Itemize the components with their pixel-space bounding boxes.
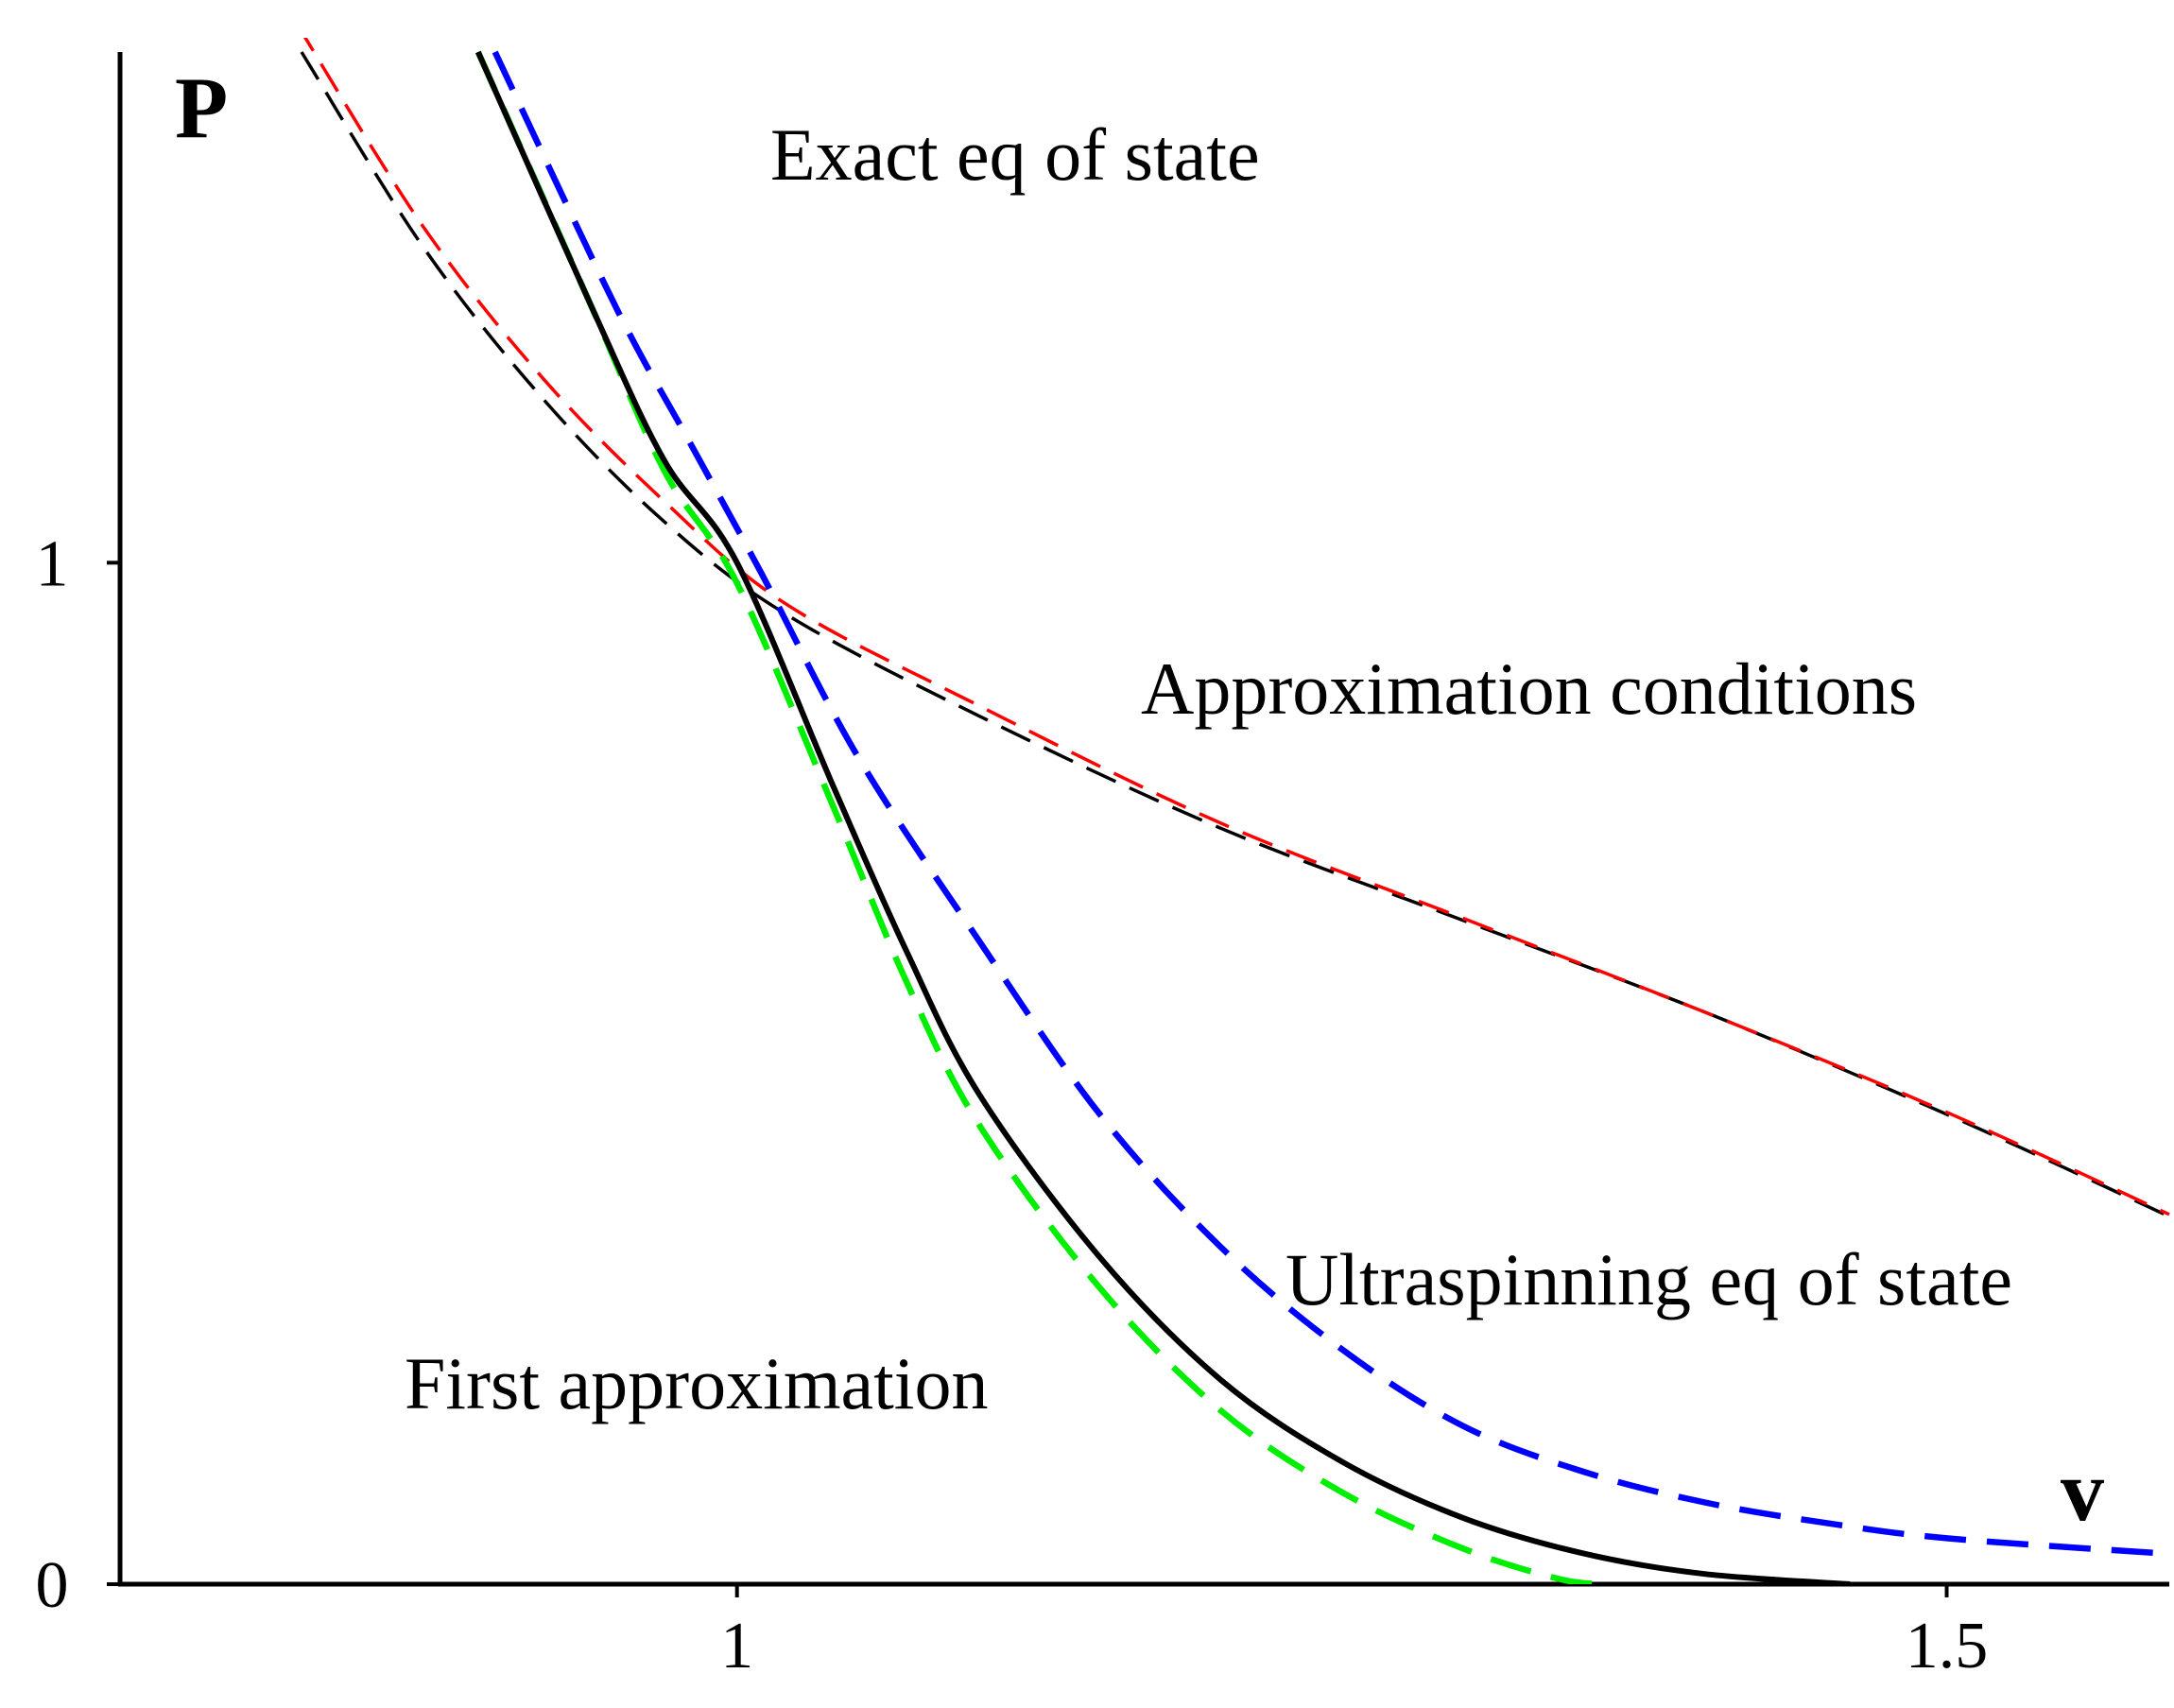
- annotation-exact-eq: Exact eq of state: [770, 113, 1260, 196]
- y-tick-label-0: 0: [36, 1549, 69, 1622]
- series-layer: [300, 38, 2170, 1584]
- series-line-1: [492, 50, 2165, 1557]
- x-tick-label-0: 1: [720, 1610, 753, 1682]
- y-tick-label-1: 1: [36, 527, 69, 600]
- series-line-3: [300, 51, 2170, 1218]
- ticks: 1 1.5 0 1: [36, 527, 1989, 1682]
- x-tick-label-1: 1.5: [1906, 1610, 1989, 1682]
- y-axis-label: P: [175, 60, 228, 156]
- annotation-first-approximation: First approximation: [405, 1342, 988, 1424]
- series-line-0: [475, 50, 1851, 1584]
- series-line-2: [474, 50, 1609, 1584]
- text-layer: P v Exact eq of state Approximation cond…: [175, 60, 2104, 1539]
- annotation-ultraspinning-eq: Ultraspinning eq of state: [1285, 1238, 2012, 1320]
- annotation-approximation-conditions: Approximation conditions: [1141, 647, 1917, 730]
- x-axis-label: v: [2061, 1442, 2104, 1539]
- series-line-4: [303, 38, 2170, 1216]
